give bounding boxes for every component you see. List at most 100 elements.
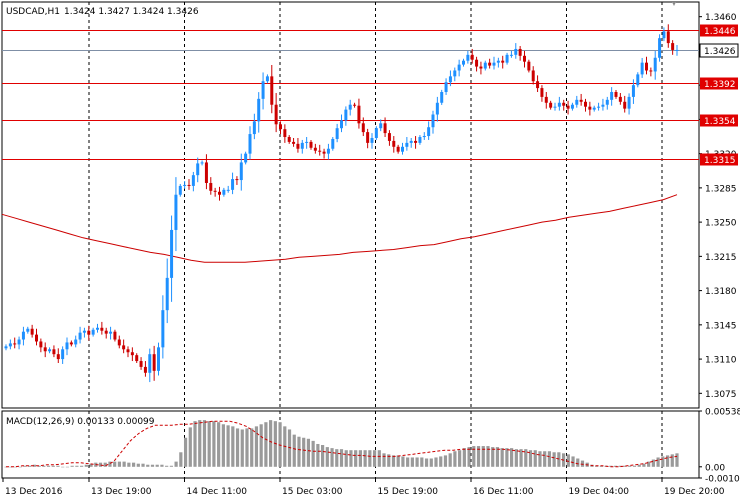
candle-body: [440, 92, 444, 103]
macd-histogram-bar: [292, 434, 296, 467]
macd-histogram-bar: [510, 448, 514, 467]
macd-histogram-bar: [316, 443, 320, 467]
candle-body: [161, 310, 165, 348]
macd-histogram-bar: [382, 453, 386, 467]
macd-histogram-bar: [84, 464, 88, 467]
candle-body: [544, 96, 548, 103]
candle-body: [279, 124, 282, 130]
macd-histogram-bar: [117, 461, 122, 467]
candle-body: [666, 31, 670, 44]
macd-histogram-bar: [358, 450, 363, 467]
price-tick-label: 1.3250: [705, 219, 737, 229]
macd-histogram-bar: [183, 437, 188, 467]
candle-body: [453, 70, 457, 77]
candle-body: [52, 349, 56, 355]
macd-histogram-bar: [198, 420, 202, 467]
macd-histogram-bar: [344, 450, 348, 467]
candle-body: [174, 194, 178, 230]
level-label: 1.3315: [704, 156, 736, 166]
candle-body: [658, 38, 662, 58]
macd-histogram-bar: [302, 437, 306, 467]
macd-histogram-bar: [155, 464, 159, 467]
macd-histogram-bar: [434, 457, 438, 467]
candle-body: [204, 162, 208, 183]
candle-body: [379, 123, 383, 129]
price-tick-label: 1.3285: [705, 184, 737, 194]
macd-histogram-bar: [23, 465, 27, 467]
macd-histogram-bar: [136, 463, 140, 467]
candle-body: [501, 60, 505, 63]
candle-body: [65, 342, 69, 350]
candle-body: [483, 62, 487, 69]
macd-histogram-bar: [665, 455, 670, 467]
macd-histogram-bar: [476, 446, 481, 467]
candle-body: [8, 343, 12, 347]
macd-histogram-bar: [98, 462, 103, 467]
candle-body: [462, 60, 465, 65]
macd-histogram-bar: [193, 421, 197, 467]
macd-histogram-bar: [543, 451, 547, 467]
time-tick-label: 13 Dec 2016: [5, 487, 63, 497]
candle-body: [536, 81, 540, 89]
macd-histogram-bar: [254, 426, 259, 467]
candle-body: [331, 138, 335, 149]
candle-body: [261, 81, 265, 99]
macd-histogram-bar: [207, 421, 211, 467]
macd-histogram-bar: [486, 446, 490, 467]
candle-body: [56, 354, 60, 360]
ohlc-values: 1.3424 1.3427 1.3424 1.3426: [64, 7, 199, 17]
candle-body: [313, 147, 317, 151]
macd-histogram-bar: [287, 429, 292, 467]
candle-body: [353, 104, 357, 106]
candle-body: [435, 102, 439, 115]
macd-histogram-bar: [670, 454, 674, 467]
macd-histogram-bar: [103, 462, 107, 467]
candle-body: [69, 342, 73, 345]
time-tick-label: 19 Dec 20:00: [664, 487, 725, 497]
candle-body: [143, 366, 147, 373]
macd-histogram-bar: [221, 424, 225, 467]
macd-histogram-bar: [613, 465, 618, 467]
candle-body: [148, 354, 152, 373]
macd-histogram-bar: [651, 459, 655, 467]
macd-histogram-bar: [113, 461, 117, 467]
macd-histogram-bar: [453, 451, 457, 467]
support-resistance-levels: [2, 30, 699, 160]
candle-body: [562, 102, 566, 106]
candle-body: [448, 76, 452, 83]
chart-shift-icon[interactable]: [672, 2, 676, 6]
price-tick-label: 1.3180: [705, 287, 737, 297]
time-tick-label: 15 Dec 19:00: [378, 487, 439, 497]
candle-body: [265, 76, 269, 82]
candle-body: [335, 128, 339, 139]
candle-body: [614, 92, 618, 97]
candle-body: [361, 123, 365, 133]
macd-histogram-bar: [269, 420, 273, 467]
macd-histogram-bar: [169, 465, 173, 467]
macd-histogram-bar: [547, 451, 552, 467]
candle-body: [496, 60, 500, 63]
level-label: 1.3392: [704, 80, 736, 90]
macd-histogram-bar: [500, 448, 504, 467]
candle-body: [566, 105, 570, 109]
macd-time-gridlines: [88, 411, 663, 478]
moving-average-line: [1, 194, 678, 263]
candle-body: [387, 133, 391, 141]
candle-body: [300, 142, 304, 149]
macd-histogram-bar: [165, 465, 169, 467]
macd-histogram-bar: [42, 465, 46, 467]
macd-histogram-bar: [28, 465, 32, 467]
macd-pane: MACD(12,26,9) 0.00133 0.00099 0.005380.0…: [1, 408, 740, 485]
candle-body: [610, 92, 614, 100]
candle-body: [13, 343, 17, 345]
time-axis: 13 Dec 2016 13 Dec 19:00 14 Dec 11:00 15 De…: [2, 478, 725, 497]
time-tick-label: 16 Dec 11:00: [473, 487, 534, 497]
candle-body: [479, 66, 483, 69]
candle-body: [575, 99, 579, 105]
macd-histogram-bar: [462, 448, 466, 467]
candle-body: [662, 31, 666, 39]
candle-body: [431, 114, 435, 128]
macd-histogram-bar: [51, 465, 55, 467]
macd-histogram-bar: [75, 465, 79, 467]
candle-body: [340, 120, 343, 129]
